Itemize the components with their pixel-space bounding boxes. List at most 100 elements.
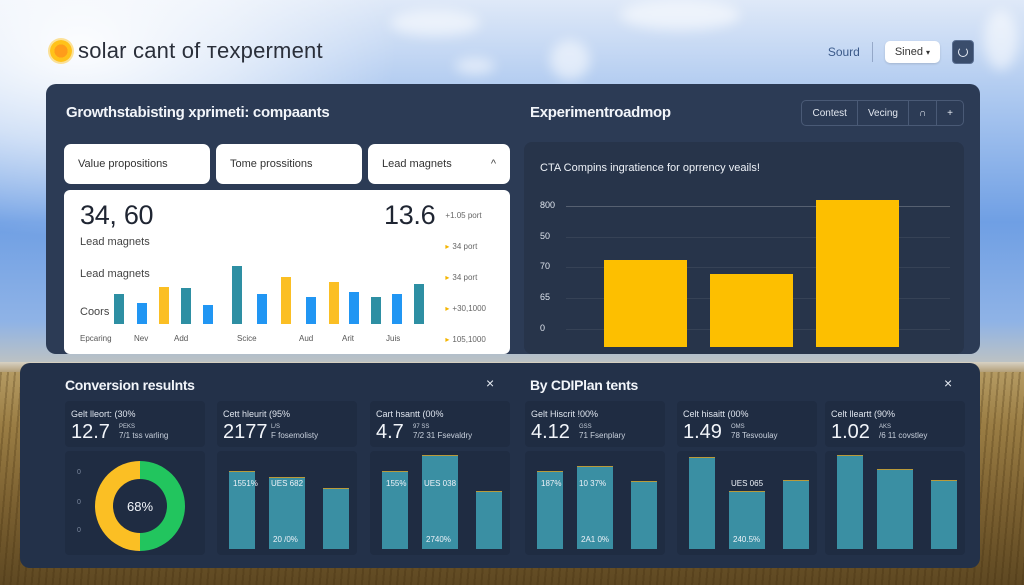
metric-header: Celt hisaitt (00% [683, 409, 749, 419]
teal-bar [931, 480, 957, 549]
side-value: ▸ +30,1000 [445, 303, 486, 314]
top-right-controls: Sourd Sined ▾ [828, 40, 974, 64]
conversion-title: Conversion resulnts [65, 377, 195, 393]
side-value-text: 34 port [452, 273, 478, 282]
close-icon[interactable]: × [486, 375, 495, 391]
bar-chart-card: UES 065 240.5% [677, 451, 817, 555]
teal-bar [537, 471, 563, 549]
side-value-text: +1.05 port [445, 211, 482, 220]
bullet-icon: ▸ [445, 335, 450, 344]
growth-tabs: Value propositions Tome prossitions Lead… [64, 144, 510, 184]
bar-label: 187% [541, 479, 562, 488]
bar-chart-card: 187% 10 37% 2A1 0% [525, 451, 665, 555]
brand: solar cant of тexperment [50, 38, 323, 64]
growth-panel-title: Growthstabisting xprimeti: compaants [66, 104, 330, 121]
donut-card: 0 0 0 68% [65, 451, 205, 555]
metric-sup: 97 SS [413, 424, 430, 430]
metric-sup: AKS [879, 424, 892, 430]
primary-label: Lead magnets [80, 236, 150, 248]
teal-bar [729, 491, 765, 549]
power-button[interactable] [952, 40, 974, 64]
cta-bar [604, 260, 687, 347]
teal-bar [631, 481, 657, 549]
cta-bar-area [524, 142, 964, 347]
tab-lead-magnets[interactable]: Lead magnets ^ [368, 144, 510, 184]
bar-label: 155% [386, 479, 407, 488]
lead-bar [181, 288, 191, 324]
metric-header: Cart hsantt (00% [376, 409, 444, 419]
metric-value: 4.12 [531, 421, 570, 443]
x-label: Epcaring [80, 334, 112, 343]
sun-icon [50, 40, 72, 62]
chart-label: Lead magnets [80, 268, 150, 280]
tab-label: Lead magnets [382, 158, 452, 170]
metric-sub: /6 11 covstley [879, 431, 928, 440]
lead-bar [137, 303, 147, 324]
segment-contest[interactable]: Contest [802, 101, 858, 125]
chevron-up-icon: ^ [490, 158, 496, 170]
bar-label: UES 038 [424, 479, 457, 488]
side-value: ▸ 105,1000 [445, 334, 486, 345]
x-label: Aud [299, 334, 314, 343]
segment-vecing[interactable]: Vecing [858, 101, 909, 125]
side-value: +1.05 port [445, 210, 486, 221]
teal-bar [877, 469, 913, 549]
donut-chart: 68% [95, 461, 185, 551]
side-values: +1.05 port ▸ 34 port ▸ 34 port ▸ +30,1000 ▸… [445, 210, 486, 345]
metric-value: 2177 [223, 421, 268, 443]
metric-header: Cett hleurit (95% [223, 409, 291, 419]
lead-bar [114, 294, 124, 324]
metric-value: 1.02 [831, 421, 870, 443]
bar-inner-label: 20 /0% [273, 535, 298, 544]
teal-bar [323, 488, 349, 549]
x-label: Scice [237, 334, 257, 343]
teal-bar [783, 480, 809, 549]
metric-value: 1.49 [683, 421, 722, 443]
lead-bar [281, 277, 291, 324]
metric-sub: F fosemolisty [271, 431, 319, 440]
source-link[interactable]: Sourd [828, 42, 873, 62]
tab-tome-prossitions[interactable]: Tome prossitions [216, 144, 362, 184]
signed-dropdown[interactable]: Sined ▾ [884, 41, 940, 63]
metric-card: Celt hisaitt (00% 1.49 OMS 78 Tesvoulay [677, 401, 817, 447]
donut-percent: 68% [113, 479, 167, 533]
side-value-text: 34 port [452, 242, 478, 251]
bar-label: UES 682 [271, 479, 304, 488]
tab-label: Value propositions [78, 158, 168, 170]
bar-inner-label: 2A1 0% [581, 535, 610, 544]
side-value: ▸ 34 port [445, 241, 486, 252]
lead-bar [306, 297, 316, 324]
arch-icon[interactable]: ∩ [909, 101, 938, 125]
metric-header: Gelt lleort: (30% [71, 409, 136, 419]
plus-icon[interactable]: + [947, 107, 953, 119]
metric-sup: PEKS [119, 424, 136, 430]
metric-card: Celt lleartt (90% 1.02 AKS/6 11 covstley [825, 401, 965, 447]
bottom-panel: Conversion resulnts × By CDIPlan tents ×… [20, 363, 980, 568]
close-icon[interactable]: × [944, 375, 953, 391]
metric-card: Gelt Hiscrit !00% 4.12 GSS 71 Fsenplary [525, 401, 665, 447]
bar-chart-card: 1551% UES 682 20 /0% [217, 451, 357, 555]
cta-bar [710, 274, 793, 347]
cloud [455, 58, 495, 74]
power-icon [958, 47, 968, 57]
donut-tick: 0 [77, 499, 81, 506]
y-tick: 65 [540, 292, 551, 302]
gridline [566, 237, 950, 238]
teal-bar [422, 455, 458, 549]
side-value: ▸ 34 port [445, 272, 486, 283]
metric-sub: 7/2 31 Fsevaldry [413, 431, 473, 440]
roadmap-title: Experimentroadmop [530, 104, 671, 121]
bar-label: 1551% [233, 479, 258, 488]
roadmap-segment-control: Contest Vecing ∩ + [801, 100, 964, 126]
lead-bar [392, 294, 402, 324]
tab-value-propositions[interactable]: Value propositions [64, 144, 210, 184]
metric-sub: 78 Tesvoulay [731, 431, 778, 440]
plan-title: By CDIPlan tents [530, 377, 638, 393]
bar-label: 10 37% [579, 479, 607, 488]
donut-tick: 0 [77, 527, 81, 534]
x-label: Arit [342, 334, 354, 343]
bar-inner-label: 240.5% [733, 535, 761, 544]
x-label: Juis [386, 334, 401, 343]
cta-chart-card: CTA Compins ingratience for oprrency vea… [524, 142, 964, 354]
bar-chart-card [825, 451, 965, 555]
